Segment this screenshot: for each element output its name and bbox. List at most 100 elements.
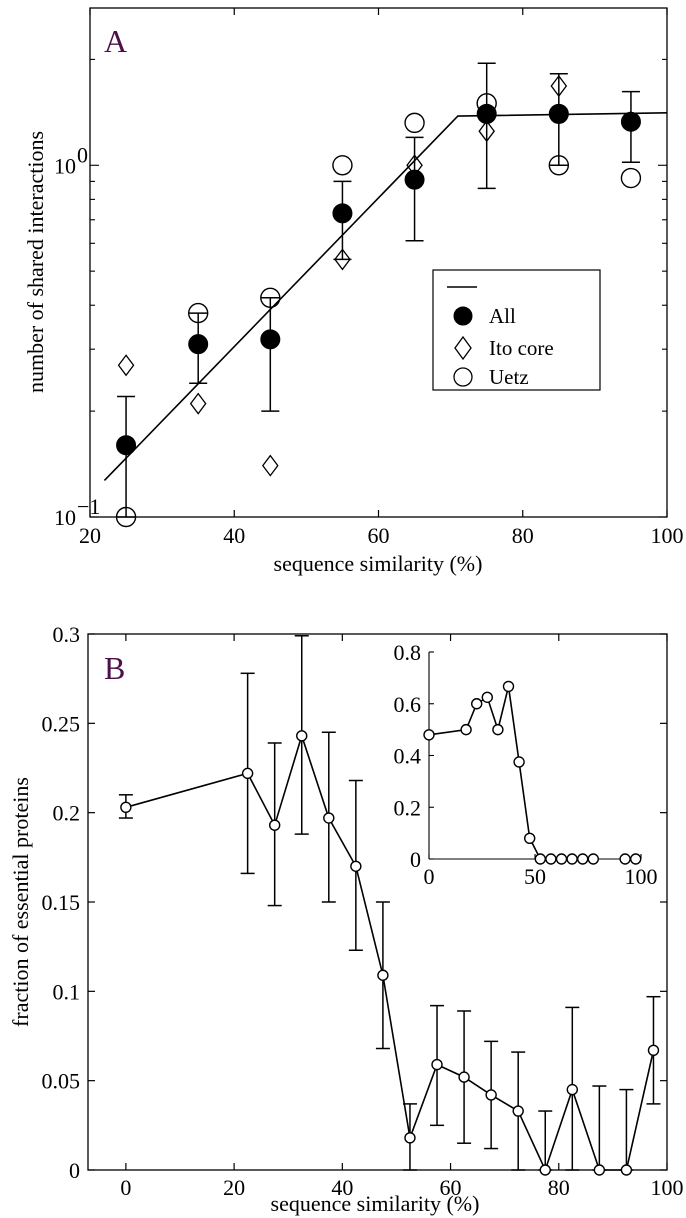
panel-a-ito-core-point [334, 248, 351, 271]
panel-a-all-point [188, 334, 209, 355]
panel-b-point [296, 730, 308, 742]
panel-a-uetz-point [404, 112, 425, 134]
panel-a-x-tick-label: 20 [79, 523, 101, 548]
panel-b-point [120, 801, 132, 814]
inset-point [619, 853, 631, 865]
panel-a-y-tick-label: 10 [54, 505, 76, 530]
panel-a-chart: A sequence similarity (%) number of shar… [23, 7, 684, 576]
inset-point [502, 680, 515, 693]
panel-b-x-tick-label: 100 [651, 1175, 684, 1200]
panel-b-x-tick-label: 20 [223, 1175, 245, 1200]
panel-b-point [268, 819, 281, 831]
panel-b-point [241, 767, 254, 780]
inset-point [492, 723, 504, 736]
panel-b-point [404, 1132, 416, 1144]
panel-b-point [350, 860, 362, 872]
panel-a-y-tick-exponent: 0 [77, 142, 88, 167]
panel-b-xlabel: sequence similarity (%) [271, 1191, 480, 1216]
panel-a-ito-core-point [478, 120, 496, 143]
inset-point [471, 698, 483, 710]
legend-label-all: All [489, 304, 516, 328]
panel-a-frame [89, 7, 668, 518]
panel-a-x-tick-label: 60 [368, 523, 390, 548]
panel-b-chart: B sequence similarity (%) fraction of es… [8, 622, 684, 1216]
inset-point [555, 853, 568, 865]
panel-b-y-tick-label: 0.2 [53, 801, 81, 826]
inset-y-tick-label: 0.2 [394, 795, 422, 820]
legend-open-circle-marker [453, 367, 473, 387]
panel-a-ito-core-point [189, 392, 207, 415]
inset-point [481, 691, 493, 703]
inset-point [534, 853, 546, 865]
inset-point [524, 832, 536, 844]
panel-b-point [512, 1105, 524, 1117]
panel-a-uetz-point [115, 506, 137, 528]
panel-b-x-tick-label: 60 [440, 1175, 462, 1200]
panel-b-x-tick-label: 40 [331, 1175, 353, 1200]
panel-a-x-tick-label: 100 [651, 523, 684, 548]
panel-a-all-point [332, 203, 353, 224]
inset-point [460, 723, 472, 736]
panel-b-label: B [104, 650, 125, 686]
panel-b-point [539, 1164, 551, 1176]
panel-b-y-tick-label: 0.25 [42, 711, 81, 736]
panel-a-all-point [476, 103, 497, 124]
inset-y-tick-label: 0.8 [394, 640, 422, 665]
panel-b-point [566, 1083, 579, 1096]
panel-b-series-line [125, 733, 655, 1173]
panel-b-point [458, 1071, 470, 1083]
inset-point [630, 853, 642, 865]
panel-a-fit-line [103, 111, 668, 482]
inset-point [566, 853, 578, 865]
inset-point [545, 853, 557, 865]
inset-y-tick-label: 0.6 [394, 692, 422, 717]
panel-a-ylabel: number of shared interactions [23, 131, 48, 393]
panel-a-xlabel: sequence similarity (%) [274, 551, 483, 576]
panel-b-y-tick-label: 0.1 [53, 979, 81, 1004]
inset-point [587, 853, 599, 865]
panel-b-ylabel: fraction of essential proteins [8, 777, 33, 1027]
panel-a-label: A [104, 23, 127, 59]
inset-y-tick-label: 0 [410, 847, 421, 872]
panel-a-all-point [116, 435, 137, 456]
panel-b-point [431, 1058, 443, 1071]
inset-y-tick-label: 0.4 [394, 744, 422, 769]
legend-filled-circle-marker [453, 306, 473, 326]
inset-x-tick-label: 50 [524, 864, 546, 889]
panel-b-inset-chart: 0 50 100 0 0.2 0.4 0.6 0.8 [394, 640, 658, 889]
panel-a-uetz-point [548, 155, 570, 176]
panel-a-legend: All Ito core Uetz [432, 269, 601, 391]
inset-series-line [428, 686, 594, 860]
panel-a-all-point [404, 169, 425, 190]
panel-b-point [377, 969, 389, 981]
inset-point [513, 756, 525, 768]
panel-a-uetz-point [620, 167, 642, 189]
legend-label-uetz: Uetz [489, 365, 529, 389]
panel-b-y-tick-label: 0.15 [42, 890, 81, 915]
panel-b-x-tick-label: 80 [548, 1175, 570, 1200]
inset-point [423, 729, 435, 741]
inset-x-tick-label: 0 [424, 864, 435, 889]
panel-b-x-tick-label: 0 [120, 1175, 131, 1200]
panel-a-ito-core-point [262, 454, 279, 477]
panel-b-y-tick-label: 0.3 [53, 622, 81, 647]
inset-point [577, 853, 589, 865]
panel-a-uetz-point [260, 287, 281, 308]
panel-b-point [323, 812, 335, 824]
panel-a-x-tick-label: 80 [512, 523, 534, 548]
panel-a-all-point [548, 103, 569, 124]
panel-a-x-tick-label: 40 [223, 523, 245, 548]
panel-b-point [593, 1164, 606, 1176]
panel-b-y-tick-label: 0 [69, 1158, 80, 1183]
panel-b-point [620, 1164, 633, 1176]
panel-b-point [647, 1044, 660, 1056]
inset-x-tick-label: 100 [625, 864, 658, 889]
panel-b-y-tick-label: 0.05 [42, 1069, 81, 1094]
panel-a-y-tick-exponent: −1 [77, 494, 100, 519]
panel-a-uetz-point [187, 302, 209, 324]
panel-a-y-tick-label: 10 [54, 153, 76, 178]
panel-a-all-point [260, 329, 281, 350]
panel-a-ito-core-point [117, 354, 135, 377]
panel-a-ito-core-point [550, 74, 568, 98]
